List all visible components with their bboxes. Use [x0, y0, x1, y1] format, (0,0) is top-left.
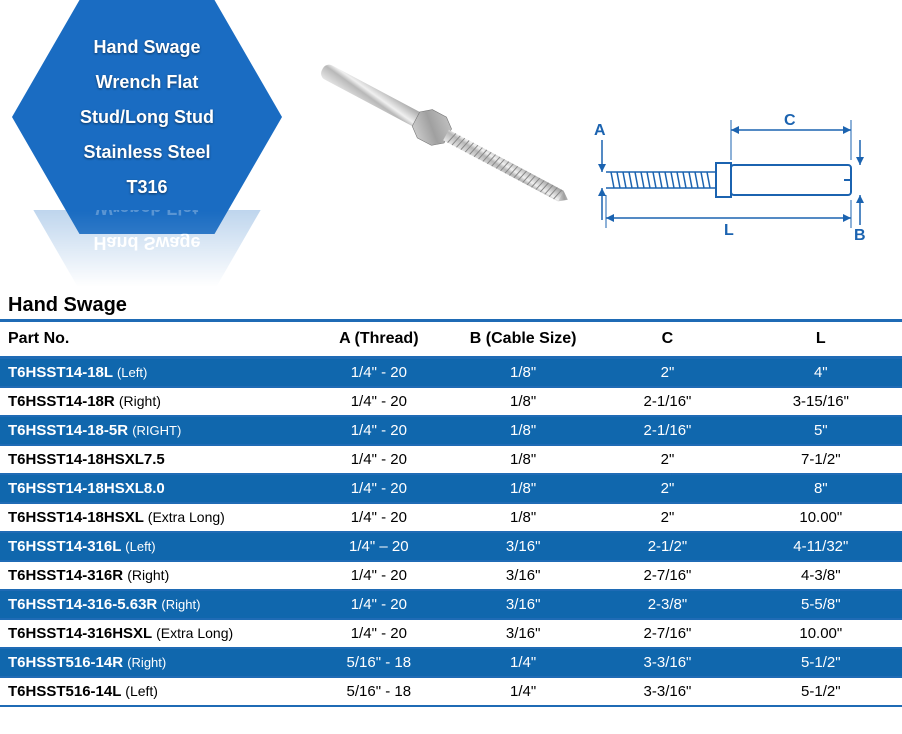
top-section: Hand Swage Wrench Flat Stud/Long Stud St…	[0, 0, 902, 288]
hex-line-2: Wrench Flat	[96, 72, 199, 93]
hex-line-4: Stainless Steel	[83, 142, 210, 163]
hex-line-3: Stud/Long Stud	[80, 107, 214, 128]
cell-a: 1/4" - 20	[307, 503, 451, 532]
cell-b: 1/4"	[451, 677, 595, 706]
cell-partno: T6HSST14-316-5.63R (Right)	[0, 590, 307, 619]
cell-c: 2-7/16"	[595, 561, 739, 590]
cell-b: 1/8"	[451, 474, 595, 503]
diagram-label-a: A	[594, 122, 606, 139]
table-header-row: Part No. A (Thread) B (Cable Size) C L	[0, 321, 902, 358]
diagram-label-c: C	[784, 112, 796, 129]
table-row: T6HSST14-18HSXL (Extra Long)1/4" - 201/8…	[0, 503, 902, 532]
cell-a: 1/4" - 20	[307, 445, 451, 474]
table-row: T6HSST14-316HSXL (Extra Long)1/4" - 203/…	[0, 619, 902, 648]
cell-l: 10.00"	[740, 503, 902, 532]
cell-a: 5/16" - 18	[307, 648, 451, 677]
cell-partno: T6HSST14-18-5R (RIGHT)	[0, 416, 307, 445]
table-row: T6HSST14-18HSXL7.5 1/4" - 201/8"2"7-1/2"	[0, 445, 902, 474]
col-b: B (Cable Size)	[451, 321, 595, 358]
table-row: T6HSST14-316L (Left)1/4" – 203/16"2-1/2"…	[0, 532, 902, 561]
cell-l: 5-1/2"	[740, 648, 902, 677]
cell-partno: T6HSST14-316L (Left)	[0, 532, 307, 561]
cell-c: 2"	[595, 358, 739, 388]
cell-l: 3-15/16"	[740, 387, 902, 416]
cell-a: 1/4" - 20	[307, 387, 451, 416]
cell-c: 3-3/16"	[595, 677, 739, 706]
col-l: L	[740, 321, 902, 358]
cell-c: 2-1/16"	[595, 387, 739, 416]
table-row: T6HSST14-316-5.63R (Right)1/4" - 203/16"…	[0, 590, 902, 619]
cell-l: 10.00"	[740, 619, 902, 648]
table-row: T6HSST14-18HSXL8.0 1/4" - 201/8"2"8"	[0, 474, 902, 503]
cell-c: 2-3/8"	[595, 590, 739, 619]
cell-a: 1/4" - 20	[307, 358, 451, 388]
cell-l: 7-1/2"	[740, 445, 902, 474]
col-c: C	[595, 321, 739, 358]
table-row: T6HSST516-14L (Left)5/16" - 181/4"3-3/16…	[0, 677, 902, 706]
table-row: T6HSST14-18R (Right)1/4" - 201/8"2-1/16"…	[0, 387, 902, 416]
cell-partno: T6HSST14-316R (Right)	[0, 561, 307, 590]
cell-a: 1/4" - 20	[307, 474, 451, 503]
hex-line-5: T316	[126, 177, 167, 198]
hex-line-1: Hand Swage	[93, 37, 200, 58]
cell-c: 2-7/16"	[595, 619, 739, 648]
cell-c: 2-1/16"	[595, 416, 739, 445]
table-row: T6HSST516-14R (Right)5/16" - 181/4"3-3/1…	[0, 648, 902, 677]
cell-a: 1/4" - 20	[307, 561, 451, 590]
cell-c: 2"	[595, 445, 739, 474]
table-row: T6HSST14-316R (Right)1/4" - 203/16"2-7/1…	[0, 561, 902, 590]
hexagon-reflection: Hand Swage Wrench Flat Stud/Long Stud St…	[12, 210, 282, 290]
cell-partno: T6HSST14-18R (Right)	[0, 387, 307, 416]
cell-b: 3/16"	[451, 619, 595, 648]
cell-l: 5"	[740, 416, 902, 445]
col-a: A (Thread)	[307, 321, 451, 358]
cell-a: 1/4" - 20	[307, 416, 451, 445]
cell-l: 4-11/32"	[740, 532, 902, 561]
cell-b: 3/16"	[451, 590, 595, 619]
cell-b: 1/8"	[451, 358, 595, 388]
cell-l: 5-1/2"	[740, 677, 902, 706]
cell-c: 2-1/2"	[595, 532, 739, 561]
cell-l: 5-5/8"	[740, 590, 902, 619]
diagram-label-b: B	[854, 227, 866, 244]
cell-b: 1/4"	[451, 648, 595, 677]
cell-b: 3/16"	[451, 532, 595, 561]
cell-l: 4-3/8"	[740, 561, 902, 590]
cell-a: 1/4" – 20	[307, 532, 451, 561]
cell-c: 2"	[595, 503, 739, 532]
cell-c: 3-3/16"	[595, 648, 739, 677]
diagram-label-l: L	[724, 222, 734, 239]
table-row: T6HSST14-18L (Left)1/4" - 201/8"2"4"	[0, 358, 902, 388]
cell-a: 1/4" - 20	[307, 619, 451, 648]
table-row: T6HSST14-18-5R (RIGHT)1/4" - 201/8"2-1/1…	[0, 416, 902, 445]
cell-b: 1/8"	[451, 387, 595, 416]
col-part: Part No.	[0, 321, 307, 358]
table-title: Hand Swage	[0, 288, 902, 319]
cell-a: 5/16" - 18	[307, 677, 451, 706]
cell-b: 1/8"	[451, 503, 595, 532]
hexagon-badge: Hand Swage Wrench Flat Stud/Long Stud St…	[12, 0, 282, 234]
cell-partno: T6HSST14-18L (Left)	[0, 358, 307, 388]
dimension-diagram: A B C L	[576, 0, 876, 270]
cell-partno: T6HSST14-18HSXL (Extra Long)	[0, 503, 307, 532]
cell-partno: T6HSST14-18HSXL7.5	[0, 445, 307, 474]
cell-partno: T6HSST14-316HSXL (Extra Long)	[0, 619, 307, 648]
cell-partno: T6HSST516-14R (Right)	[0, 648, 307, 677]
cell-a: 1/4" - 20	[307, 590, 451, 619]
cell-b: 1/8"	[451, 445, 595, 474]
product-photo	[316, 0, 576, 270]
cell-c: 2"	[595, 474, 739, 503]
cell-l: 8"	[740, 474, 902, 503]
hexagon-badge-wrap: Hand Swage Wrench Flat Stud/Long Stud St…	[6, 0, 296, 260]
spec-table: Part No. A (Thread) B (Cable Size) C L T…	[0, 319, 902, 707]
cell-partno: T6HSST516-14L (Left)	[0, 677, 307, 706]
cell-l: 4"	[740, 358, 902, 388]
cell-partno: T6HSST14-18HSXL8.0	[0, 474, 307, 503]
cell-b: 3/16"	[451, 561, 595, 590]
cell-b: 1/8"	[451, 416, 595, 445]
